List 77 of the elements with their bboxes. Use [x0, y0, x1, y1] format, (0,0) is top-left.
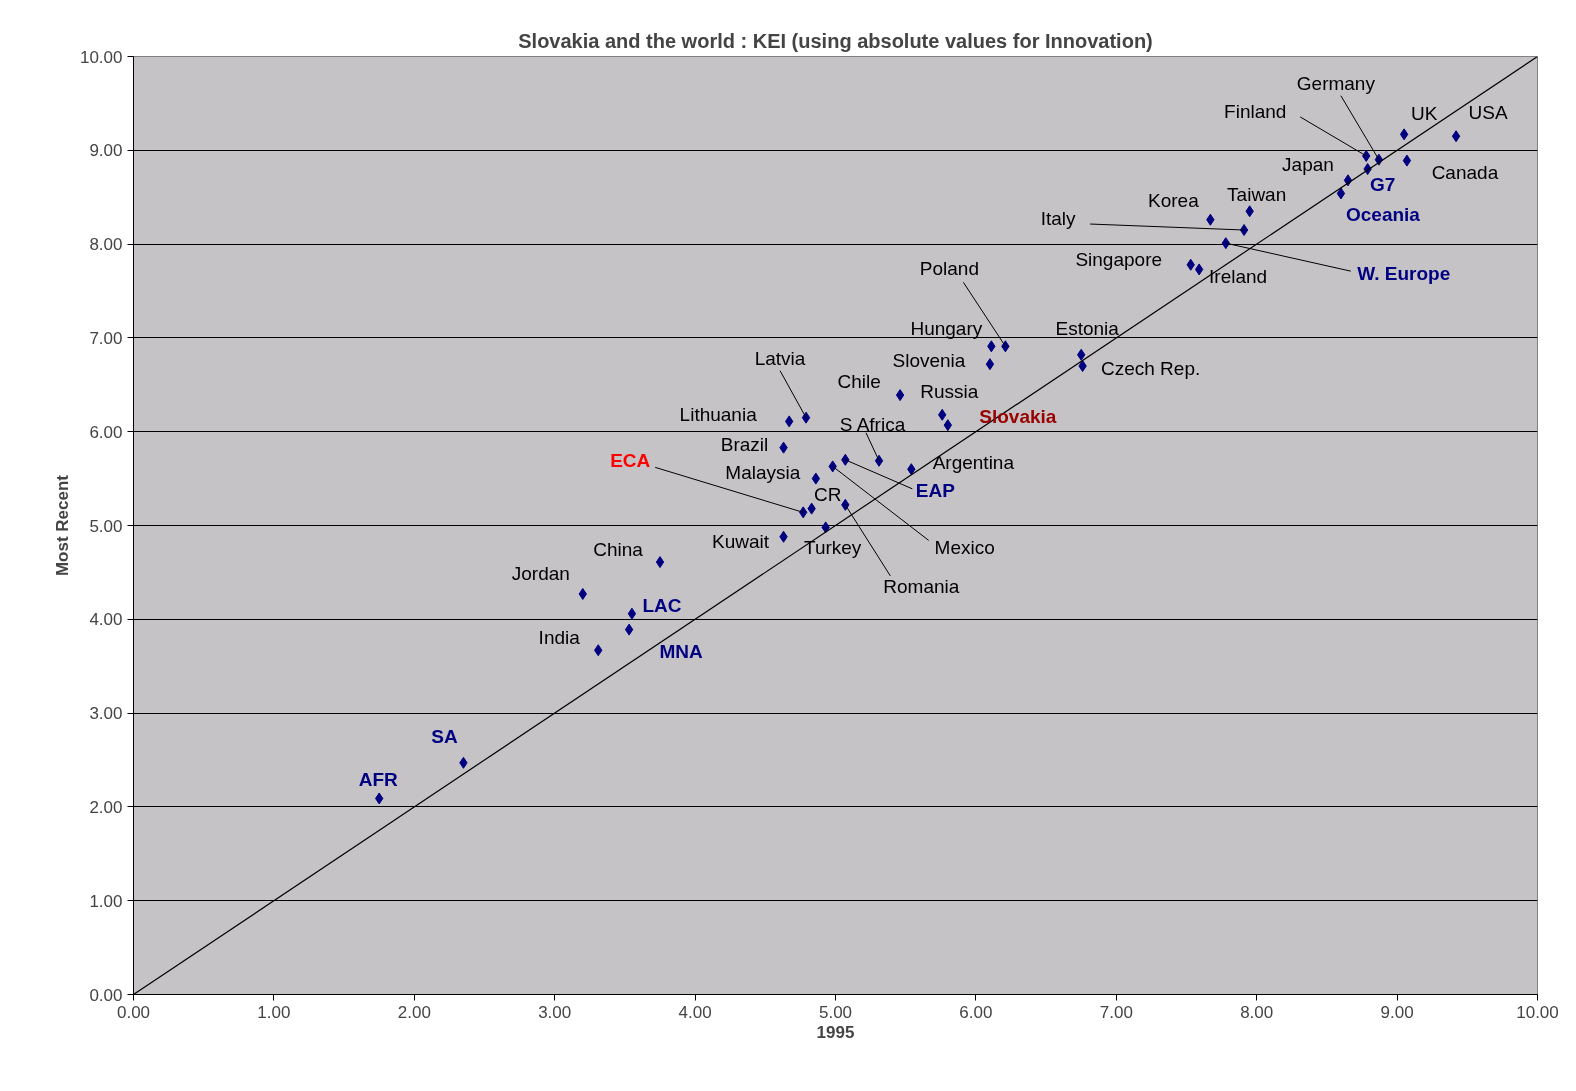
point — [627, 607, 637, 620]
text: Poland — [919, 257, 979, 279]
x-tick-label: 4.00 — [678, 1002, 712, 1022]
y-axis-title: Most Recent — [52, 474, 72, 577]
x-tick-label: 7.00 — [1099, 1002, 1133, 1022]
x-tick-label: 9.00 — [1380, 1002, 1414, 1022]
series-label: Estonia — [1055, 318, 1120, 340]
series-label: Czech Rep. — [1100, 357, 1201, 379]
y-tick-label: 5.00 — [89, 516, 123, 536]
text: Germany — [1296, 73, 1376, 95]
y-tick-label: 10.00 — [79, 47, 123, 67]
x-tick-label: 5.00 — [818, 1002, 853, 1022]
series-label: Korea — [1148, 190, 1200, 212]
x-tick-label: 8.00 — [1240, 1002, 1274, 1022]
x-tick-label: 2.00 — [397, 1002, 431, 1022]
series-label: India — [538, 626, 581, 648]
text: Latvia — [754, 348, 806, 370]
point — [811, 472, 821, 485]
series-label: CR — [813, 484, 842, 506]
series-label: Singapore — [1075, 249, 1163, 271]
x-axis-title: 1995 — [816, 1022, 855, 1042]
x-tick-label: 6.00 — [959, 1002, 993, 1022]
y-tick-label: 6.00 — [89, 422, 123, 442]
text: EAP — [915, 480, 956, 502]
point — [1194, 263, 1204, 276]
point — [985, 358, 995, 371]
series-label: Taiwan — [1227, 183, 1287, 205]
series-label: UK — [1410, 102, 1438, 124]
series-label: China — [593, 538, 644, 560]
point — [624, 623, 634, 636]
series-label: Lithuania — [679, 403, 758, 425]
series-label: Slovenia — [892, 349, 966, 371]
series-label: Oceania — [1345, 203, 1421, 225]
series-label: Hungary — [910, 317, 983, 339]
series-label: Ireland — [1209, 265, 1268, 287]
y-tick-label: 3.00 — [89, 704, 123, 724]
series-label: USA — [1468, 101, 1508, 123]
text: Finland — [1224, 101, 1287, 123]
series-label: Russia — [920, 381, 979, 403]
point — [1451, 130, 1461, 143]
text: Romania — [883, 576, 960, 598]
x-tick-label: 1.00 — [257, 1002, 291, 1022]
y-tick-label: 9.00 — [89, 141, 123, 161]
point — [1402, 154, 1412, 167]
series-label: S Africa — [839, 414, 906, 436]
series-label: LAC — [642, 595, 682, 617]
series-label: SA — [431, 726, 458, 748]
series-label: MNA — [659, 641, 704, 663]
series-label: Argentina — [932, 451, 1015, 473]
text: Italy — [1040, 207, 1076, 229]
x-tick-label: 3.00 — [538, 1002, 572, 1022]
series-label: Japan — [1282, 153, 1334, 175]
series-label: Brazil — [720, 434, 769, 456]
point — [1399, 128, 1409, 141]
y-tick-label: 2.00 — [89, 797, 123, 817]
y-tick-label: 7.00 — [89, 328, 123, 348]
series-label: Turkey — [803, 536, 862, 558]
point — [895, 389, 905, 402]
series-label: G7 — [1369, 173, 1396, 195]
series-label: Canada — [1431, 162, 1499, 184]
y-tick-label: 1.00 — [89, 891, 123, 911]
series-label: Malaysia — [725, 462, 801, 484]
y-tick-label: 8.00 — [89, 235, 123, 255]
text: Mexico — [934, 536, 995, 558]
y-tick-label: 4.00 — [89, 610, 123, 630]
x-tick-label: 0.00 — [116, 1002, 151, 1022]
text: ECA — [610, 449, 651, 471]
series-label: Kuwait — [712, 531, 770, 553]
text: W. Europe — [1357, 262, 1451, 284]
series-label: AFR — [358, 768, 398, 790]
series-label: Chile — [837, 370, 881, 392]
x-tick-label: 10.00 — [1516, 1002, 1559, 1022]
point — [655, 556, 665, 569]
y-tick-label: 0.00 — [89, 985, 123, 1005]
point — [1336, 187, 1346, 200]
chart-title: Slovakia and the world : KEI (using absolute values for Innovation) — [518, 29, 1153, 52]
series-label: Jordan — [511, 563, 570, 585]
